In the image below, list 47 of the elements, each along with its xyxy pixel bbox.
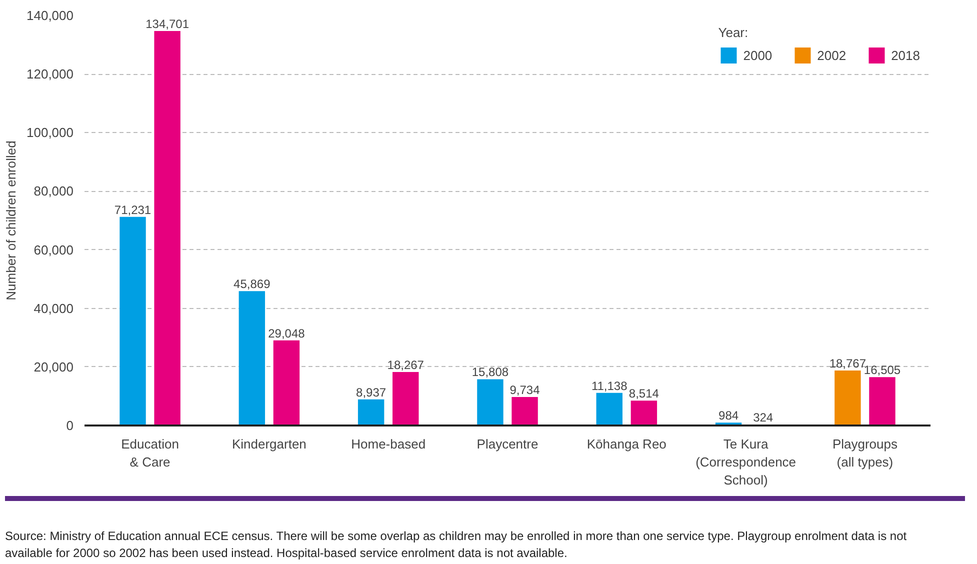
bar xyxy=(630,400,658,426)
bar xyxy=(869,377,896,426)
y-tick-label: 140,000 xyxy=(26,8,74,23)
x-tick-label: Kōhanga Reo xyxy=(586,436,666,452)
legend-label: 2000 xyxy=(743,48,772,62)
data-label: 45,869 xyxy=(234,277,271,292)
data-label: 984 xyxy=(718,408,739,423)
y-tick-label: 40,000 xyxy=(34,300,74,316)
bar xyxy=(120,216,146,426)
data-label: 11,138 xyxy=(591,378,628,393)
data-label: 324 xyxy=(753,410,774,425)
x-tick-label: Home-based xyxy=(351,436,426,452)
x-tick-label: Playgroups (all types) xyxy=(832,436,898,470)
data-label: 71,231 xyxy=(114,202,152,217)
data-label: 134,701 xyxy=(146,17,190,32)
bar xyxy=(477,379,504,426)
y-tick-label: 80,000 xyxy=(34,184,74,199)
legend-label: 2018 xyxy=(891,48,920,62)
bar xyxy=(834,370,861,426)
x-tick-label: Te Kura (Correspondence School) xyxy=(696,436,796,488)
x-tick-label: Education & Care xyxy=(121,436,179,470)
data-label: 18,267 xyxy=(387,358,424,372)
data-label: 18,767 xyxy=(829,356,866,371)
source-note: Source: Ministry of Education annual ECE census. There will be some overlap as children may be enrolled in more than one service type. Playgroup enrolment data is not available for 2000 so 2002 has been used instead. Hospital-based service enrolment data is not available. xyxy=(5,528,908,562)
data-label: 29,048 xyxy=(268,326,306,340)
data-label: 8,514 xyxy=(628,386,660,401)
bar xyxy=(273,340,300,426)
bar xyxy=(512,396,538,426)
y-tick-label: 100,000 xyxy=(26,125,74,140)
x-tick-label: Kindergarten xyxy=(232,436,306,452)
bar xyxy=(596,392,622,426)
legend-label: 2002 xyxy=(817,48,846,62)
bar xyxy=(392,372,419,426)
bar xyxy=(238,291,266,426)
y-axis-title: Number of children enrolled xyxy=(4,140,19,300)
x-tick-label: Playcentre xyxy=(476,436,538,452)
y-tick-label: 0 xyxy=(66,418,74,433)
y-tick-label: 120,000 xyxy=(26,66,74,82)
data-label: 8,937 xyxy=(356,385,386,400)
bar xyxy=(154,31,180,426)
bar xyxy=(358,399,384,426)
data-label: 15,808 xyxy=(472,365,509,380)
legend-title: Year: xyxy=(718,25,750,40)
data-label: 9,734 xyxy=(510,382,540,397)
data-label: 16,505 xyxy=(864,363,901,378)
y-tick-label: 20,000 xyxy=(34,359,74,374)
y-tick-label: 60,000 xyxy=(34,242,74,258)
